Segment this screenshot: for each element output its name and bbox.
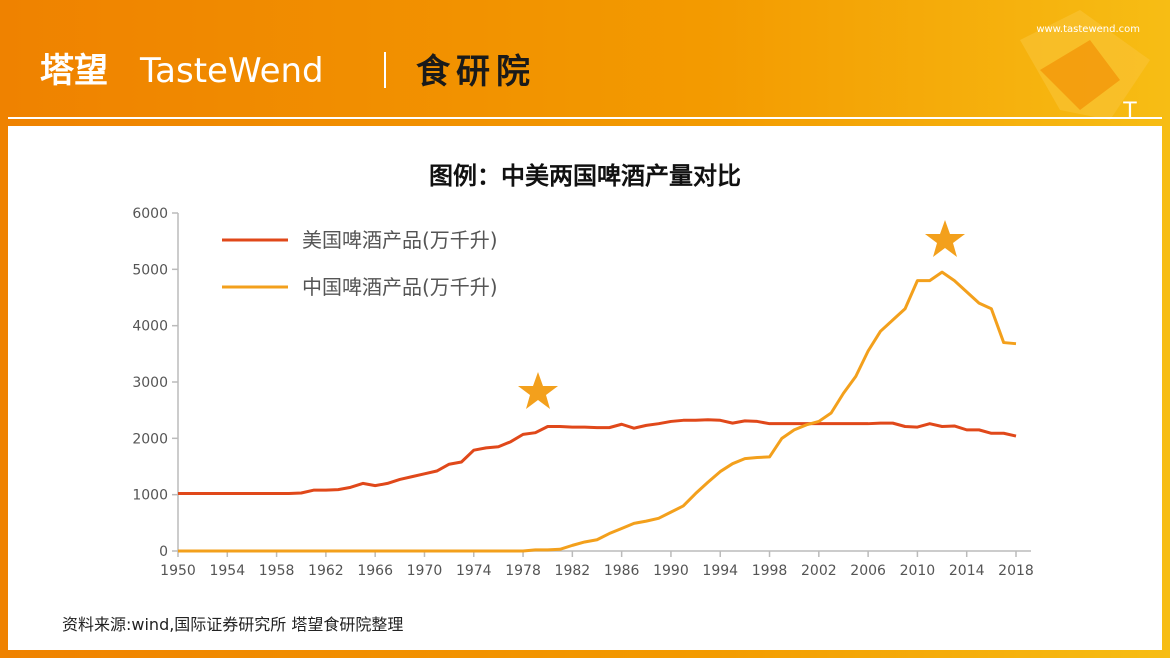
brand-en: TasteWend: [139, 51, 324, 91]
y-tick-label: 1000: [132, 488, 168, 504]
x-tick-label: 2014: [949, 563, 985, 579]
x-tick-label: 2002: [801, 563, 837, 579]
institute: 食研院: [416, 52, 536, 92]
x-tick-label: 1962: [308, 563, 344, 579]
x-tick-label: 1970: [407, 563, 443, 579]
corner-mark: T: [1122, 99, 1137, 124]
source: 资料来源:wind,国际证券研究所 塔望食研院整理: [62, 615, 403, 634]
x-tick-label: 2018: [998, 563, 1034, 579]
url: www.tastewend.com: [1036, 24, 1140, 35]
panel: [8, 126, 1162, 650]
x-tick-label: 1966: [357, 563, 393, 579]
x-tick-label: 1986: [604, 563, 640, 579]
series-line: [178, 270, 1017, 553]
star: [925, 220, 965, 257]
y-tick-label: 0: [159, 544, 168, 560]
brand-cn: 塔望: [40, 51, 108, 91]
x-tick-label: 2010: [900, 563, 936, 579]
decor: [1040, 40, 1120, 110]
y-tick-label: 5000: [132, 262, 168, 278]
x-tick-label: 1978: [505, 563, 541, 579]
chart-title: 图例：中美两国啤酒产量对比: [429, 162, 741, 190]
y-tick-label: 2000: [132, 431, 168, 447]
x-tick-label: 1958: [259, 563, 295, 579]
x-tick-label: 1950: [160, 563, 196, 579]
x-tick-label: 2006: [850, 563, 886, 579]
plot: 0 1000 2000 3000 4000 5000 6000 1950 1954 1958 196…: [132, 206, 1033, 579]
x-tick-label: 1982: [555, 563, 591, 579]
y-tick-label: 4000: [132, 319, 168, 335]
y-tick-label: 3000: [132, 375, 168, 391]
x-tick-label: 1974: [456, 563, 492, 579]
legend-label: 美国啤酒产品(万千升): [302, 228, 498, 252]
x-tick-label: 1994: [702, 563, 738, 579]
x-tick-label: 1954: [209, 563, 245, 579]
x-tick-label: 1990: [653, 563, 689, 579]
series-line: [178, 418, 1017, 496]
y-tick-label: 6000: [132, 206, 168, 222]
star: [518, 372, 558, 409]
legend-label: 中国啤酒产品(万千升): [302, 275, 498, 299]
x-tick-label: 1998: [752, 563, 788, 579]
